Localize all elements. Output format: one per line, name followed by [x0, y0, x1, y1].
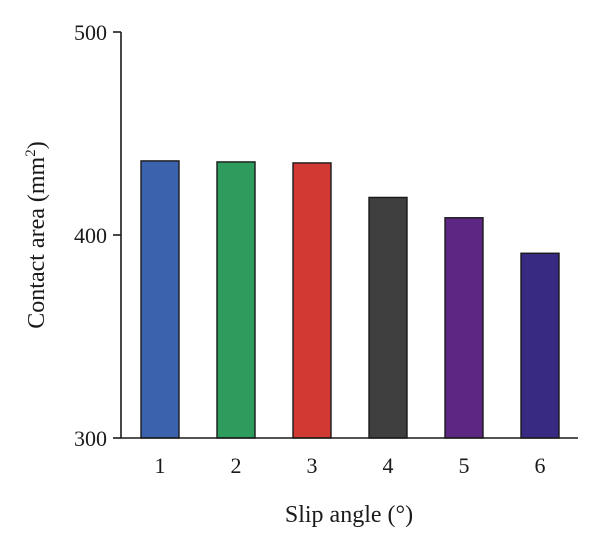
bars-group [140, 160, 560, 439]
x-axis-label: Slip angle (°) [285, 502, 413, 528]
y-tick-label-500: 500 [74, 20, 107, 45]
y-axis-label-main: Contact area (mm [24, 156, 50, 328]
y-axis-label-close: ) [24, 141, 50, 149]
x-tick-label-2: 2 [231, 453, 242, 478]
y-tick-label-300: 300 [74, 426, 107, 451]
y-axis-label: Contact area (mm2) [23, 141, 50, 328]
bar-2 [216, 161, 256, 439]
y-axis-label-superscript: 2 [23, 149, 39, 157]
y-ticks-group: 300 400 500 [74, 20, 121, 451]
x-tick-label-5: 5 [459, 453, 470, 478]
bar-6 [520, 252, 560, 439]
y-tick-label-400: 400 [74, 223, 107, 248]
x-ticks-group: 1 2 3 4 5 6 [155, 453, 546, 478]
x-tick-label-6: 6 [535, 453, 546, 478]
bar-4 [368, 196, 408, 439]
x-tick-label-3: 3 [307, 453, 318, 478]
bar-1 [140, 160, 180, 439]
bar-3 [292, 162, 332, 439]
x-tick-label-1: 1 [155, 453, 166, 478]
x-tick-label-4: 4 [383, 453, 394, 478]
bar-5 [444, 217, 484, 439]
